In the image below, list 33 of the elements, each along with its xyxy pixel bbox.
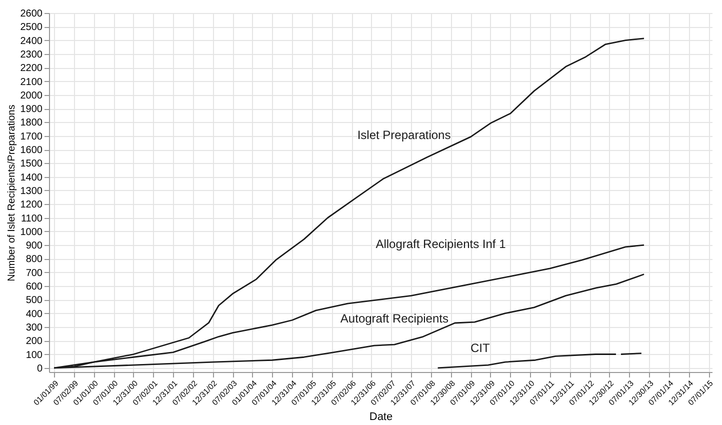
y-tick-label: 1600 xyxy=(20,145,43,156)
y-tick-label: 1500 xyxy=(20,158,43,170)
y-tick-label: 2000 xyxy=(20,90,43,102)
y-tick-label: 2100 xyxy=(20,76,43,88)
y-axis-title: Number of Islet Recipients/Preparations xyxy=(6,104,18,282)
y-tick-label: 1400 xyxy=(20,172,43,184)
y-tick-label: 700 xyxy=(26,268,43,279)
y-tick-label: 1200 xyxy=(20,200,43,211)
y-tick-label: 1000 xyxy=(20,226,43,238)
y-tick-label: 2400 xyxy=(20,36,43,47)
series-label: Autograft Recipients xyxy=(340,312,448,326)
y-tick-label: 900 xyxy=(26,240,43,252)
y-tick-label: 300 xyxy=(26,322,43,334)
y-tick-label: 1100 xyxy=(20,213,43,224)
text: Allograft Recipients Inf 1 xyxy=(376,237,506,252)
y-tick-label: 800 xyxy=(26,254,43,266)
y-tick-label: 600 xyxy=(26,282,43,293)
y-tick-label: 1800 xyxy=(20,118,43,129)
y-tick-label: 2600 xyxy=(20,8,43,20)
y-tick-label: 0 xyxy=(36,363,43,374)
y-tick-label: 1300 xyxy=(20,186,43,197)
y-tick-label: 2500 xyxy=(20,22,43,34)
series-label: Islet Preparations xyxy=(357,128,451,142)
y-tick-label: 1700 xyxy=(20,131,43,142)
y-tick-label: 100 xyxy=(26,350,43,361)
y-tick-label: 1900 xyxy=(20,104,43,116)
series-label: CIT xyxy=(470,341,490,356)
y-tick-label: 200 xyxy=(26,336,43,348)
y-tick-label: 400 xyxy=(26,308,43,320)
y-tick-label: 2300 xyxy=(20,49,43,60)
y-tick-label: 500 xyxy=(26,295,43,306)
y-tick-label: 2200 xyxy=(20,63,43,74)
x-axis-title: Date xyxy=(369,411,393,424)
